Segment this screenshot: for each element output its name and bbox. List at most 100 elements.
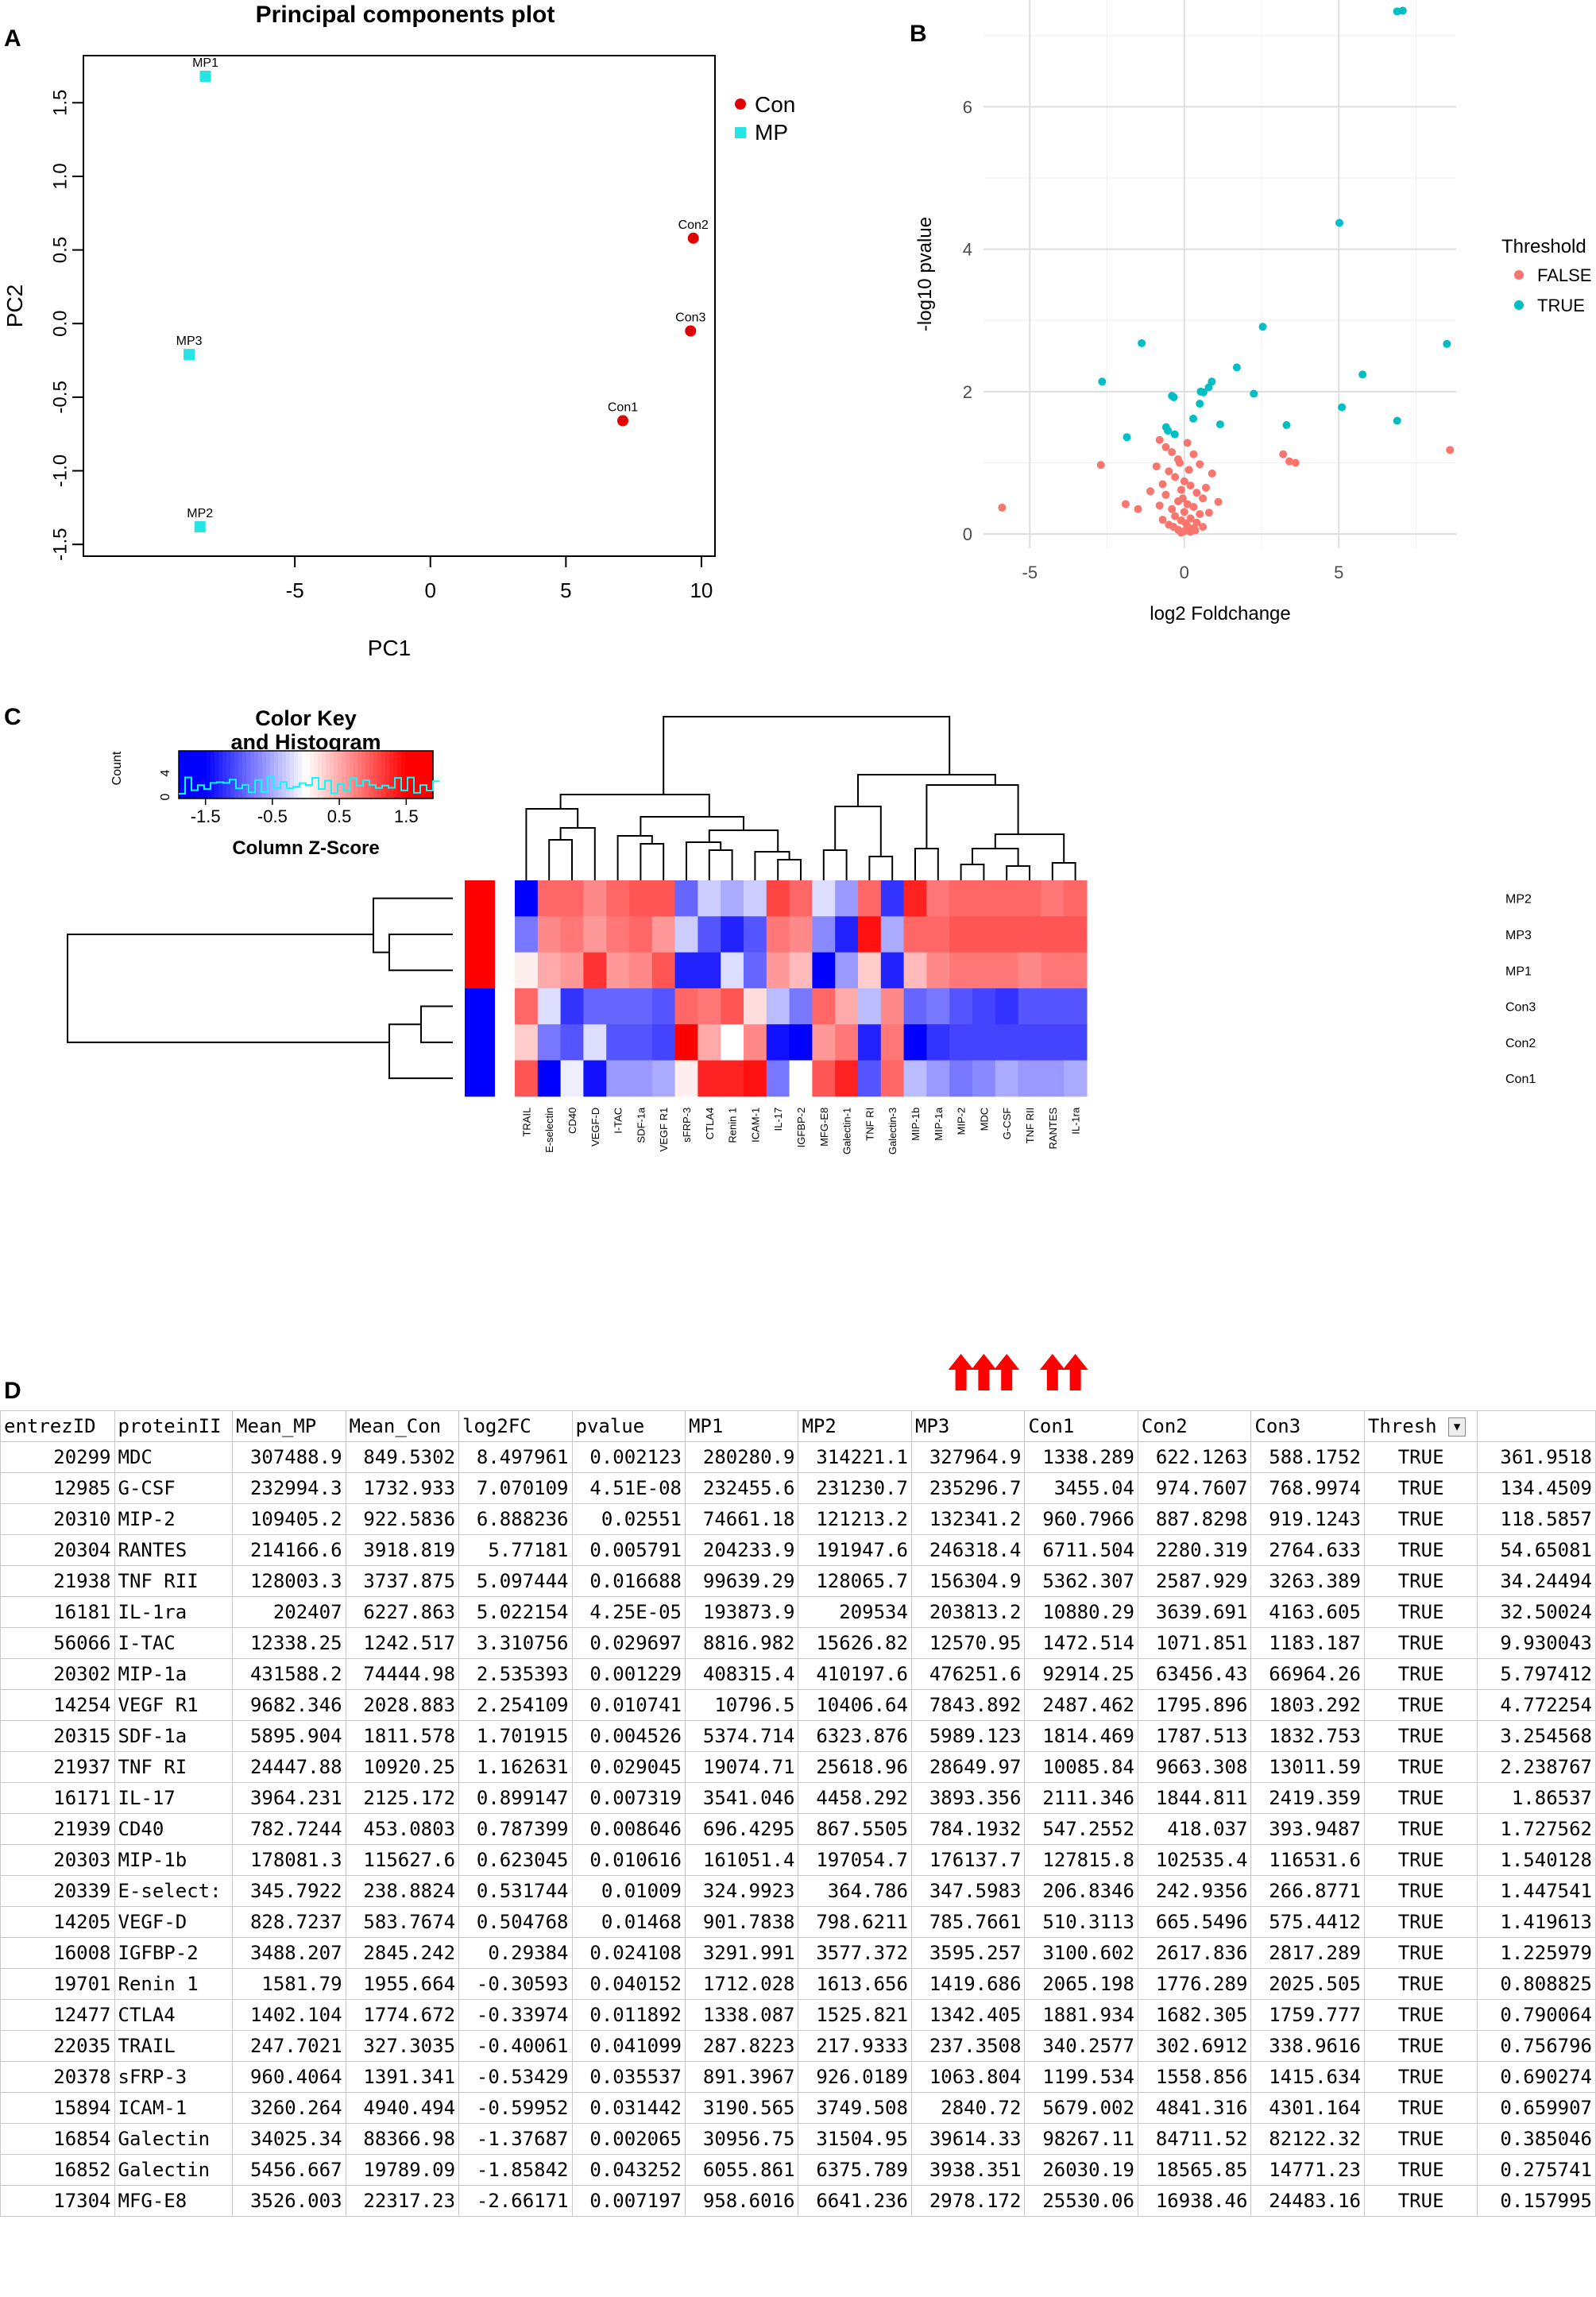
column-dendrogram-link <box>754 851 790 880</box>
heatmap-cell <box>789 988 813 1025</box>
color-key-swatch <box>318 751 323 799</box>
table-cell: 0.787399 <box>458 1813 573 1845</box>
table-cell: 849.5302 <box>345 1441 460 1473</box>
pca-title: Principal components plot <box>256 2 555 28</box>
volcano-point-true <box>1196 400 1204 408</box>
table-row: 16852 Galectin 5456.667 19789.09 -1.85842 0.0… <box>0 2154 1596 2186</box>
table-cell: 5.022154 <box>458 1596 573 1628</box>
heatmap-cell <box>766 916 790 953</box>
volcano-point-false <box>1121 500 1130 509</box>
column-dendrogram-link <box>663 716 951 795</box>
heatmap-cell <box>629 880 653 917</box>
volcano-point-false <box>1202 483 1210 492</box>
heatmap-cell <box>1041 952 1065 989</box>
heatmap-row-label: MP2 <box>1505 893 1532 907</box>
heatmap-cell <box>606 952 630 989</box>
heatmap-cell <box>880 1060 905 1097</box>
color-key-swatch <box>346 751 350 799</box>
heatmap-cell <box>835 1024 859 1061</box>
volcano-point-false <box>1196 460 1204 469</box>
column-dendrogram-link <box>857 774 996 806</box>
table-cell: 10920.25 <box>345 1751 460 1783</box>
color-key-swatch <box>334 751 338 799</box>
volcano-point-true <box>1189 414 1198 423</box>
heatmap-column-label: MIP-2 <box>956 1108 968 1135</box>
table-row: 20299 MDC 307488.9 849.5302 8.497961 0.002123… <box>0 1441 1596 1473</box>
table-cell: ICAM-1 <box>114 2092 234 2124</box>
heatmap-column-label: RANTES <box>1047 1107 1059 1149</box>
table-cell: 1832.753 <box>1250 1720 1365 1752</box>
heatmap-cell <box>560 880 584 917</box>
table-cell: 0.002065 <box>571 2123 686 2155</box>
heatmap-cell <box>721 880 744 917</box>
color-key-swatch <box>242 751 247 799</box>
color-key-swatch <box>413 751 418 799</box>
table-cell: 92914.25 <box>1024 1658 1138 1690</box>
heatmap-row-label: MP3 <box>1505 929 1532 942</box>
legend-true-label: TRUE <box>1537 296 1585 315</box>
table-cell: 784.1932 <box>910 1813 1026 1845</box>
table-row: 20304 RANTES 214166.6 3918.819 5.77181 0.0057… <box>0 1534 1596 1566</box>
table-cell: 14254 <box>0 1689 115 1721</box>
color-key-swatch <box>254 751 259 799</box>
pca-y-tick-label: -1.0 <box>49 454 71 487</box>
heatmap-cell <box>835 952 859 989</box>
heatmap-cell <box>1041 1060 1065 1097</box>
table-cell: 16181 <box>0 1596 115 1628</box>
heatmap-column-label: MDC <box>978 1108 990 1131</box>
table-cell: IL-17 <box>114 1782 234 1814</box>
color-key-swatch <box>342 751 346 799</box>
heatmap-cell <box>858 916 882 953</box>
heatmap-column-label: MIP-1a <box>933 1107 945 1141</box>
row-side-color <box>465 952 495 989</box>
heatmap-cell <box>674 880 698 917</box>
column-dendrogram-link <box>708 849 733 880</box>
filter-dropdown-icon[interactable]: ▼ <box>1448 1417 1467 1437</box>
table-cell: 5362.307 <box>1024 1565 1138 1597</box>
table-cell: 127815.8 <box>1024 1844 1138 1876</box>
table-cell: 5989.123 <box>910 1720 1026 1752</box>
column-dendrogram-link <box>926 784 1019 849</box>
table-cell: 217.9333 <box>798 2030 912 2062</box>
table-row: 56066 I-TAC 12338.25 1242.517 3.310756 0.0296… <box>0 1627 1596 1659</box>
highlight-arrow-icon <box>1039 1354 1065 1390</box>
color-key-swatch <box>290 751 295 799</box>
volcano-point-false <box>1192 489 1201 497</box>
heatmap-cell <box>995 916 1019 953</box>
column-dendrogram-link <box>1006 865 1030 880</box>
heatmap-cell <box>515 1024 539 1061</box>
table-cell: 0.007197 <box>571 2185 686 2217</box>
heatmap-cell <box>560 1060 584 1097</box>
table-cell: 665.5496 <box>1137 1906 1252 1938</box>
table-cell: 287.8223 <box>684 2030 799 2062</box>
heatmap-column-label: Galectin-3 <box>887 1108 898 1154</box>
table-cell: 0.899147 <box>458 1782 573 1814</box>
table-cell: -0.33974 <box>458 1999 573 2031</box>
heatmap-column-label: I-TAC <box>613 1108 624 1134</box>
table-cell: TRUE <box>1363 1503 1478 1535</box>
heatmap-cell <box>926 1024 950 1061</box>
color-key-swatch <box>298 751 303 799</box>
legend-mp-label: MP <box>755 120 788 145</box>
table-cell: 8816.982 <box>684 1627 799 1659</box>
table-cell: 16852 <box>0 2154 115 2186</box>
heatmap-cell <box>537 916 562 953</box>
table-cell: 3526.003 <box>232 2185 346 2217</box>
volcano-point-true <box>1282 420 1291 429</box>
volcano-point-true <box>1232 363 1241 372</box>
volcano-point-false <box>1184 466 1193 474</box>
heatmap-cell <box>949 952 973 989</box>
table-cell: 0.005791 <box>571 1534 686 1566</box>
table-cell: 361.9518 <box>1477 1441 1596 1473</box>
heatmap-cell <box>515 988 539 1025</box>
table-cell: 21938 <box>0 1565 115 1597</box>
pca-point-label: MP3 <box>176 334 203 348</box>
heatmap-cell <box>926 1060 950 1097</box>
table-cell: 696.4295 <box>684 1813 799 1845</box>
table-cell: 3.254568 <box>1477 1720 1596 1752</box>
volcano-point-false <box>1199 523 1208 532</box>
heatmap-cell <box>606 988 630 1025</box>
volcano-point-false <box>1189 450 1198 458</box>
color-key-swatch <box>393 751 398 799</box>
header-label: Con2 <box>1141 1415 1188 1437</box>
